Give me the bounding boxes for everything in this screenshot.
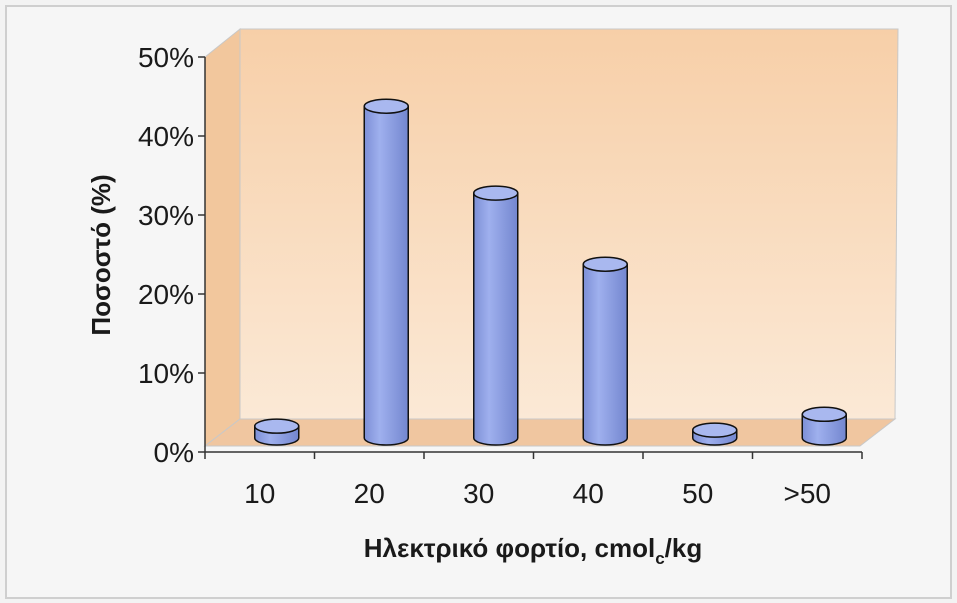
bar-top [363, 98, 409, 114]
bar-top [473, 185, 519, 201]
x-tick-label: 10 [244, 478, 275, 509]
x-tick-label: 20 [354, 478, 385, 509]
y-axis-title: Ποσοστό (%) [86, 174, 116, 335]
bar-40 [582, 256, 628, 446]
y-tick-label: 50% [138, 42, 194, 73]
bar-top [254, 418, 300, 434]
bar-top [582, 256, 628, 272]
y-tick-label: 20% [138, 279, 194, 310]
left-wall [204, 27, 241, 448]
x-axis: 10 20 30 40 50 >50 [204, 451, 863, 509]
x-tick-label: 40 [573, 478, 604, 509]
x-axis-title-suffix: /kg [665, 533, 703, 563]
y-axis: 0% 10% 20% 30% 40% 50% [138, 42, 206, 468]
bar-30 [473, 185, 519, 446]
bar-body [473, 192, 519, 446]
x-tick-label: >50 [784, 478, 832, 509]
y-tick-label: 0% [154, 437, 194, 468]
bar-50 [692, 422, 738, 446]
x-axis-title: Ηλεκτρικό φορτίο, cmolc/kg [364, 533, 702, 568]
x-ticks: 10 20 30 40 50 >50 [204, 452, 863, 509]
x-axis-title-subscript: c [655, 549, 664, 568]
x-axis-title-main: Ηλεκτρικό φορτίο, cmol [364, 533, 655, 563]
bar-top [692, 422, 738, 438]
x-tick-label: 30 [463, 478, 494, 509]
bar-body [582, 263, 628, 446]
floor [203, 418, 897, 447]
y-tick-label: 10% [138, 358, 194, 389]
bar-top [801, 406, 847, 423]
x-tick-label: 50 [682, 478, 713, 509]
bar-body [801, 413, 847, 446]
bar-20 [363, 98, 409, 446]
back-wall [239, 28, 899, 420]
y-ticks: 0% 10% 20% 30% 40% 50% [138, 42, 205, 468]
y-tick-label: 40% [138, 121, 194, 152]
bar-body [363, 105, 409, 446]
bar->50 [801, 406, 847, 446]
bar-10 [254, 418, 300, 446]
bars [254, 98, 847, 446]
plot-area [203, 27, 899, 448]
y-tick-label: 30% [138, 200, 194, 231]
